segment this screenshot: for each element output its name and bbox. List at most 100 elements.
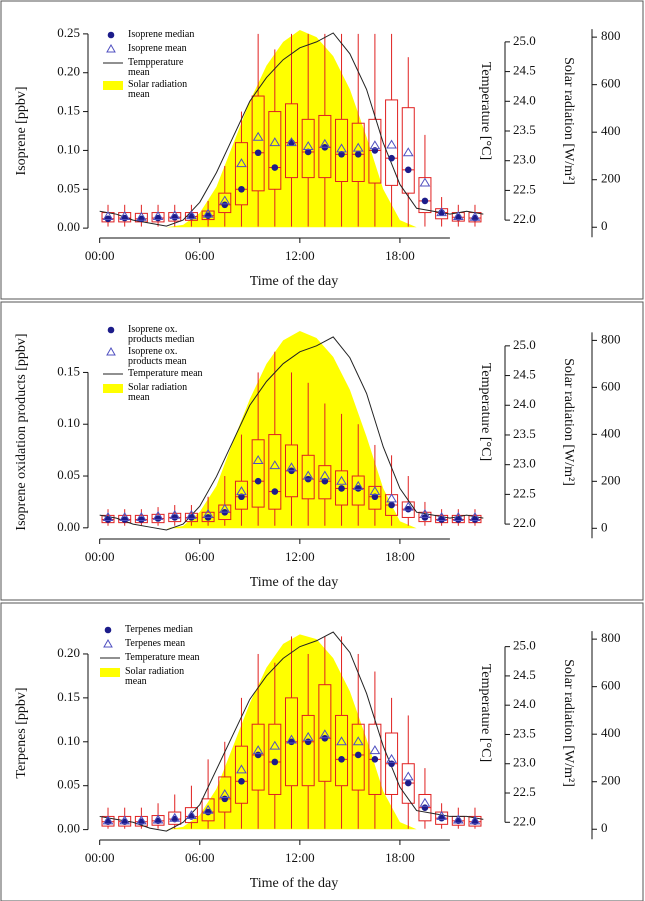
mean-point	[319, 138, 331, 148]
legend-label: Solar radiation mean	[125, 666, 185, 687]
x-tick-label: 00:00	[85, 549, 115, 564]
mean-point	[419, 797, 431, 807]
solar-area	[99, 30, 484, 228]
mean-point	[419, 177, 431, 187]
legend-item: Terpenes median	[100, 625, 203, 637]
y-tick-label: 0.05	[57, 467, 80, 482]
mean-point	[436, 511, 448, 521]
median-point	[321, 734, 329, 742]
y-tick-label: 0.20	[57, 645, 80, 660]
legend-marker	[103, 639, 113, 648]
x-tick-label: 18:00	[385, 850, 415, 865]
y2-tick-label: 24.5	[513, 63, 536, 78]
mean-point	[469, 211, 481, 221]
mean-point	[336, 736, 347, 746]
temperature-line	[99, 32, 484, 227]
median-point	[104, 215, 112, 223]
legend-icon	[107, 31, 115, 39]
mean-point	[169, 509, 181, 519]
legend-marker	[106, 347, 116, 356]
mean-point	[186, 509, 197, 519]
box	[335, 470, 349, 506]
y3-tick-label: 400	[601, 123, 621, 138]
y3-axis-label: Solar radiation [W/m²]	[561, 659, 576, 787]
median-point	[338, 151, 345, 158]
x-axis-label: Time of the day	[250, 876, 339, 891]
legend-icon	[106, 44, 116, 53]
mean-point	[469, 511, 481, 521]
median-point	[404, 166, 412, 174]
median-point	[404, 505, 412, 513]
legend-label: Temperature mean	[128, 368, 203, 379]
box	[268, 111, 282, 190]
mean-point	[419, 508, 431, 518]
legend-label: Isoprene ox. products median	[128, 324, 195, 345]
mean-point	[386, 753, 397, 763]
median-point	[421, 197, 429, 205]
y3-tick-label: 0	[601, 519, 608, 534]
median-point	[354, 485, 362, 492]
legend-item: Solar radiation mean	[100, 667, 203, 687]
mean-point	[352, 736, 364, 746]
y2-tick-label: 22.0	[513, 515, 536, 530]
mean-point	[369, 745, 381, 755]
y3-tick-label: 600	[601, 678, 621, 693]
legend-item: Terpenes mean	[100, 639, 203, 651]
x-tick-label: 18:00	[385, 549, 415, 564]
mean-point	[219, 195, 231, 205]
mean-point	[452, 511, 464, 521]
legend-icon	[103, 62, 123, 64]
y-tick-label: 0.10	[57, 141, 80, 156]
y-tick-label: 0.00	[57, 219, 80, 234]
mean-point	[236, 158, 247, 168]
median-point	[354, 151, 362, 158]
box	[184, 807, 198, 824]
y2-tick-label: 23.0	[513, 755, 536, 770]
mean-point	[286, 734, 297, 744]
median-point	[271, 758, 279, 766]
mean-point	[135, 511, 147, 521]
box	[385, 99, 399, 186]
x-tick-label: 06:00	[185, 850, 215, 865]
legend-icon	[100, 668, 120, 677]
panel-frame	[0, 0, 644, 300]
y3-tick-label: 800	[601, 331, 621, 346]
mean-point	[186, 810, 197, 820]
box	[301, 118, 315, 179]
legend-label: Isoprene ox. products mean	[128, 346, 187, 367]
mean-point	[219, 789, 231, 798]
median-point	[138, 516, 145, 523]
legend-label: Solar radiation mean	[128, 79, 188, 100]
box	[368, 118, 382, 184]
legend-label: Terpenes median	[125, 624, 193, 635]
median-point	[254, 751, 262, 759]
mean-point	[452, 210, 464, 220]
median-point	[404, 779, 412, 787]
median-point	[238, 778, 245, 785]
mean-point	[369, 486, 381, 496]
temperature-line	[99, 631, 484, 832]
y-tick-label: 0.00	[57, 519, 80, 534]
legend-item: Isoprene ox. products median	[103, 325, 206, 345]
legend-icon	[103, 373, 123, 375]
mean-point	[319, 470, 331, 480]
box	[335, 118, 349, 182]
y2-tick-label: 22.5	[513, 485, 536, 500]
y2-tick-label: 24.5	[513, 667, 536, 682]
y3-tick-label: 200	[601, 472, 621, 487]
legend-marker	[104, 626, 112, 634]
y-tick-label: 0.15	[57, 689, 80, 704]
x-tick-label: 06:00	[185, 549, 215, 564]
y2-tick-label: 25.0	[513, 638, 536, 653]
legend-label: Tempperature mean	[128, 57, 184, 78]
y-tick-label: 0.00	[57, 821, 80, 836]
legend: Terpenes median Terpenes mean Temperature …	[100, 625, 203, 689]
mean-point	[319, 729, 331, 739]
y2-tick-label: 23.5	[513, 122, 536, 137]
mean-point	[336, 143, 347, 153]
median-point	[354, 751, 362, 759]
box	[301, 714, 315, 787]
y-tick-label: 0.25	[57, 25, 80, 40]
y-tick-label: 0.15	[57, 363, 80, 378]
